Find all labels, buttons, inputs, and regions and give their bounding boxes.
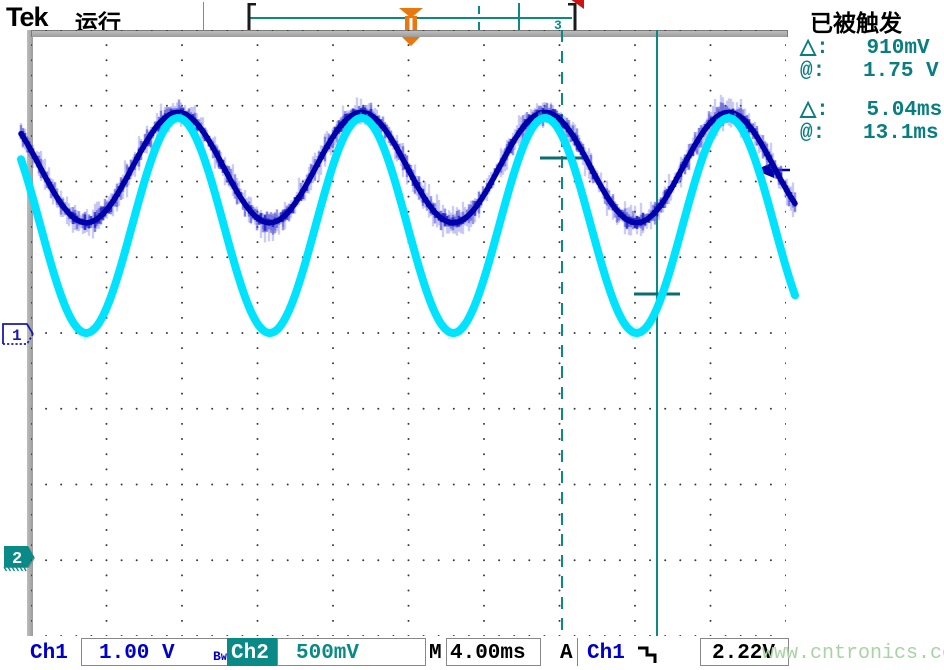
svg-text:2: 2 bbox=[12, 550, 22, 569]
svg-text:1: 1 bbox=[12, 327, 22, 345]
